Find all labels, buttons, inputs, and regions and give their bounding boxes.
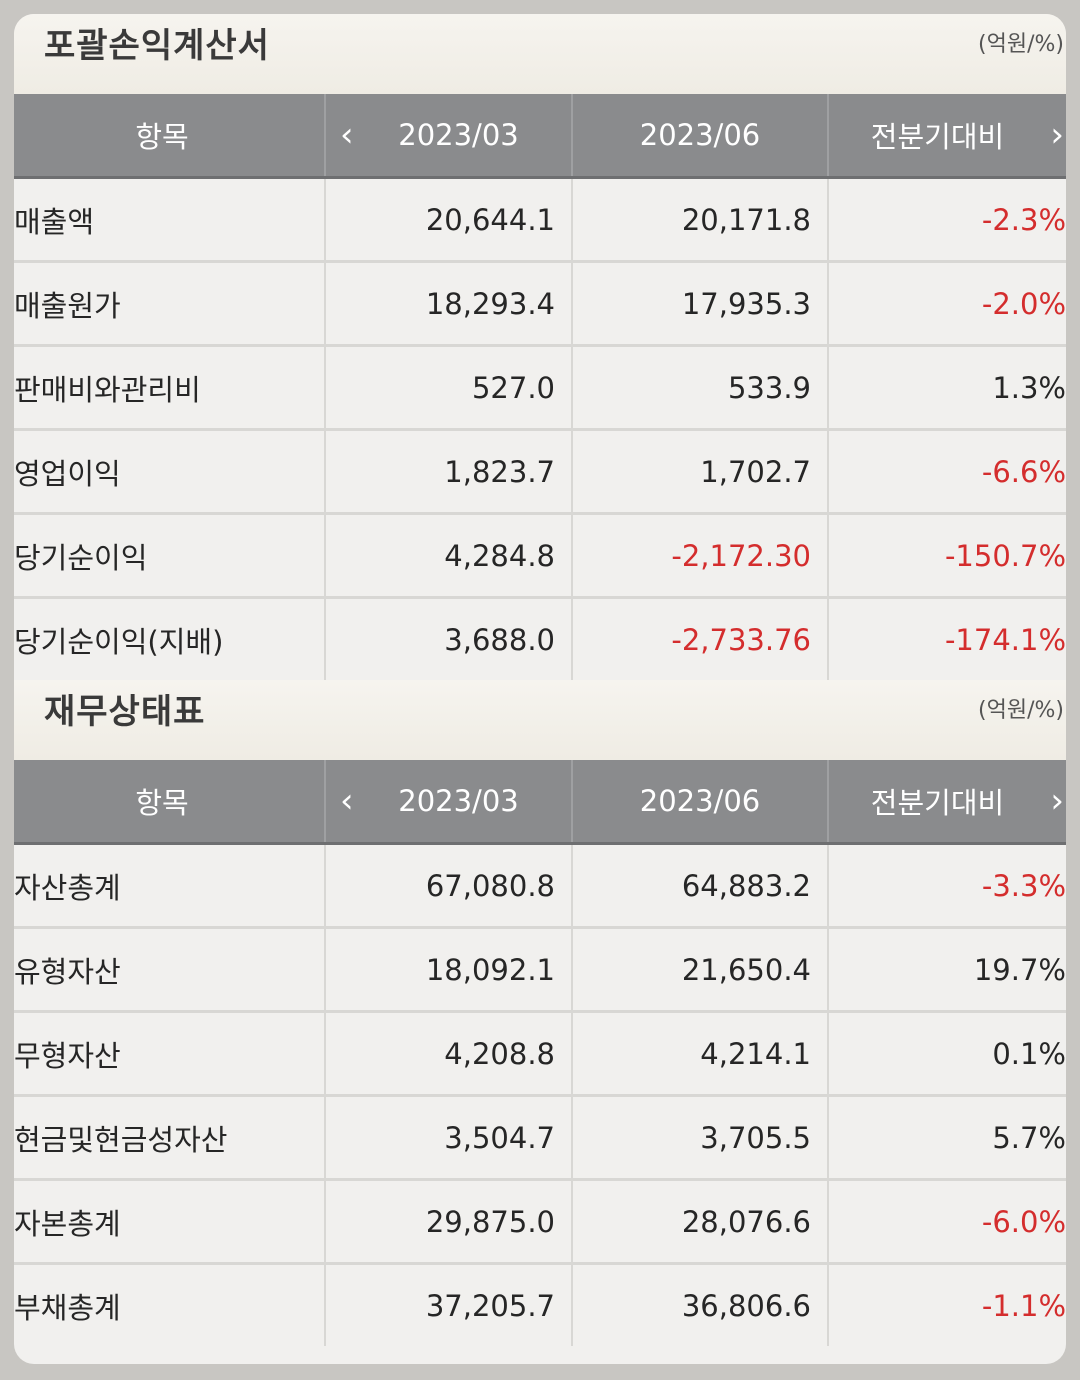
row-label: 부채총계 xyxy=(14,1290,121,1325)
value-2023-06: 1,702.7 xyxy=(571,429,828,515)
row-label: 판매비와관리비 xyxy=(14,345,325,431)
value-2023-03: 3,504.7 xyxy=(324,1095,572,1181)
column-header-period-2: 2023/06 xyxy=(571,94,828,179)
row-label: 자본총계 xyxy=(14,1179,325,1265)
value-2023-06: -2,172.30 xyxy=(571,513,828,599)
value-2023-06: 36,806.6 xyxy=(571,1263,828,1346)
value-2023-06: 28,076.6 xyxy=(571,1179,828,1265)
table-row: 영업이익 1,823.7 1,702.7 -6.6% xyxy=(14,429,1066,515)
row-label: 유형자산 xyxy=(14,927,325,1013)
income-statement-header: 포괄손익계산서 (억원/%) xyxy=(14,14,1066,94)
value-2023-03: 67,080.8 xyxy=(324,843,572,929)
table-row: 자산총계 67,080.8 64,883.2 -3.3% xyxy=(14,843,1066,929)
table-header-row: 항목 ‹ 2023/03 2023/06 전분기대비 › xyxy=(14,94,1066,179)
balance-sheet-body: 자산총계 67,080.8 64,883.2 -3.3% 유형자산 18,092.1 21,… xyxy=(14,843,1066,1346)
column-header-period-2: 2023/06 xyxy=(571,760,828,845)
column-header-item: 항목 xyxy=(14,760,325,845)
change-value: -150.7% xyxy=(827,513,1066,599)
value-2023-03: 18,092.1 xyxy=(324,927,572,1013)
value-2023-06: -2,733.76 xyxy=(571,597,828,680)
value-2023-06: 21,650.4 xyxy=(571,927,828,1013)
change-value: -2.3% xyxy=(827,177,1066,263)
change-value: 19.7% xyxy=(827,927,1066,1013)
column-header-label: 2023/03 xyxy=(398,118,519,152)
income-statement-table: 항목 ‹ 2023/03 2023/06 전분기대비 › 매출액 20,644.1… xyxy=(14,94,1066,680)
value-2023-03: 3,688.0 xyxy=(324,597,572,680)
column-header-change: 전분기대비 › xyxy=(827,760,1066,845)
change-value: -3.3% xyxy=(827,843,1066,929)
value-2023-06: 4,214.1 xyxy=(571,1011,828,1097)
balance-sheet-header: 재무상태표 (억원/%) xyxy=(14,680,1066,760)
table-row: 매출액 20,644.1 20,171.8 -2.3% xyxy=(14,177,1066,263)
value-2023-06: 17,935.3 xyxy=(571,261,828,347)
value-2023-03: 18,293.4 xyxy=(324,261,572,347)
row-label: 자산총계 xyxy=(14,843,325,929)
column-header-change: 전분기대비 › xyxy=(827,94,1066,179)
table-row: 부채총계 37,205.7 36,806.6 -1.1% xyxy=(14,1263,1066,1346)
table-row: 당기순이익 4,284.8 -2,172.30 -150.7% xyxy=(14,513,1066,599)
row-label: 영업이익 xyxy=(14,429,325,515)
column-header-period-1: ‹ 2023/03 xyxy=(324,94,572,179)
column-header-label: 전분기대비 xyxy=(870,120,1005,154)
value-2023-06: 20,171.8 xyxy=(571,177,828,263)
table-row: 자본총계 29,875.0 28,076.6 -6.0% xyxy=(14,1179,1066,1265)
value-2023-03: 20,644.1 xyxy=(324,177,572,263)
chevron-right-icon[interactable]: › xyxy=(1050,115,1064,155)
chevron-right-icon[interactable]: › xyxy=(1050,781,1064,821)
change-value: -1.1% xyxy=(827,1263,1066,1346)
table-header-row: 항목 ‹ 2023/03 2023/06 전분기대비 › xyxy=(14,760,1066,845)
row-label: 무형자산 xyxy=(14,1011,325,1097)
financial-card: 포괄손익계산서 (억원/%) 항목 ‹ 2023/03 2023/06 전분기대… xyxy=(14,14,1066,1364)
value-2023-03: 4,208.8 xyxy=(324,1011,572,1097)
value-2023-06: 3,705.5 xyxy=(571,1095,828,1181)
row-label: 매출원가 xyxy=(14,261,325,347)
column-header-period-1: ‹ 2023/03 xyxy=(324,760,572,845)
table-row: 현금및현금성자산 3,504.7 3,705.5 5.7% xyxy=(14,1095,1066,1181)
change-value: -6.6% xyxy=(827,429,1066,515)
value-2023-06: 533.9 xyxy=(571,345,828,431)
section-title: 포괄손익계산서 xyxy=(44,26,270,66)
column-header-label: 전분기대비 xyxy=(870,786,1005,820)
income-statement-body: 매출액 20,644.1 20,171.8 -2.3% 매출원가 18,293.4 17,9… xyxy=(14,177,1066,680)
table-row: 무형자산 4,208.8 4,214.1 0.1% xyxy=(14,1011,1066,1097)
row-label: 현금및현금성자산 xyxy=(14,1095,325,1181)
value-2023-03: 1,823.7 xyxy=(324,429,572,515)
value-2023-03: 4,284.8 xyxy=(324,513,572,599)
change-value: 0.1% xyxy=(827,1011,1066,1097)
chevron-left-icon[interactable]: ‹ xyxy=(340,781,354,821)
row-label: 당기순이익 xyxy=(14,513,325,599)
change-value: -6.0% xyxy=(827,1179,1066,1265)
change-value: -2.0% xyxy=(827,261,1066,347)
change-value: 1.3% xyxy=(827,345,1066,431)
value-2023-06: 64,883.2 xyxy=(571,843,828,929)
table-row: 유형자산 18,092.1 21,650.4 19.7% xyxy=(14,927,1066,1013)
row-label: 매출액 xyxy=(14,177,325,263)
change-value: 5.7% xyxy=(827,1095,1066,1181)
chevron-left-icon[interactable]: ‹ xyxy=(340,115,354,155)
section-title: 재무상태표 xyxy=(44,692,206,732)
row-label: 당기순이익(지배) xyxy=(14,624,224,659)
table-row: 매출원가 18,293.4 17,935.3 -2.0% xyxy=(14,261,1066,347)
table-row: 당기순이익(지배) 3,688.0 -2,733.76 -174.1% xyxy=(14,597,1066,680)
value-2023-03: 37,205.7 xyxy=(324,1263,572,1346)
unit-label: (억원/%) xyxy=(978,32,1064,57)
change-value: -174.1% xyxy=(827,597,1066,680)
value-2023-03: 29,875.0 xyxy=(324,1179,572,1265)
balance-sheet-table: 항목 ‹ 2023/03 2023/06 전분기대비 › 자산총계 67,080.… xyxy=(14,760,1066,1346)
column-header-label: 2023/03 xyxy=(398,784,519,818)
unit-label: (억원/%) xyxy=(978,698,1064,723)
column-header-item: 항목 xyxy=(14,94,325,179)
table-row: 판매비와관리비 527.0 533.9 1.3% xyxy=(14,345,1066,431)
value-2023-03: 527.0 xyxy=(324,345,572,431)
